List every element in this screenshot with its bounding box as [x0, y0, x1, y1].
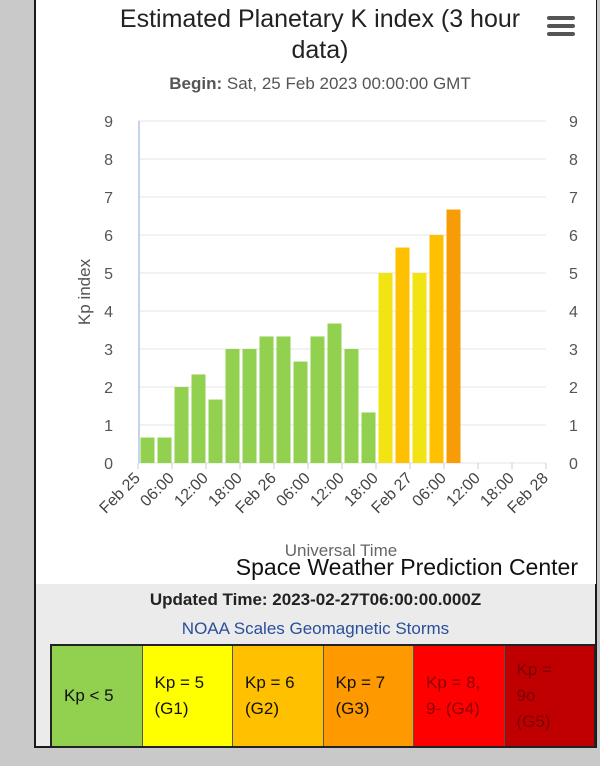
y-tick-label: 3	[104, 342, 113, 359]
chart-bars	[140, 209, 461, 463]
kp-bar[interactable]	[140, 437, 155, 463]
y-tick-labels-right: 0 1 2 3 4 5 6 7 8 9	[569, 114, 578, 473]
scale-cell-text: Kp = 8, 9- (G4)	[426, 670, 480, 722]
chart-subtitle: Begin: Sat, 25 Feb 2023 00:00:00 GMT	[100, 74, 540, 94]
kp-bar[interactable]	[174, 387, 189, 463]
scale-cell-line: 9- (G4)	[426, 699, 480, 718]
y-tick-label: 8	[104, 152, 113, 169]
scale-cell-line: Kp =	[516, 660, 552, 679]
y-tick-label: 2	[104, 380, 113, 397]
scale-cell-line: (G5)	[516, 712, 551, 731]
chart-title: Estimated Planetary K index (3 hour data…	[119, 5, 521, 64]
y-tick-label: 0	[569, 456, 578, 473]
scale-cell-line: Kp = 7	[335, 673, 386, 692]
scale-cell: Kp < 5	[52, 646, 143, 746]
kp-bar[interactable]	[446, 209, 461, 463]
y-tick-labels-left: 0 1 2 3 4 5 6 7 8 9	[104, 114, 113, 473]
y-tick-label: 6	[104, 228, 113, 245]
y-tick-label: 7	[104, 190, 113, 207]
menu-icon-bar	[547, 24, 575, 28]
y-tick-label: 0	[104, 456, 113, 473]
y-tick-label: 3	[569, 342, 578, 359]
scale-cell: Kp = 7 (G3)	[323, 646, 414, 746]
kp-bar[interactable]	[293, 361, 308, 463]
kp-bar[interactable]	[412, 273, 427, 463]
menu-icon-bar	[547, 32, 575, 36]
scale-cell: Kp = 6 (G2)	[233, 646, 324, 746]
geomagnetic-scale-table: Kp < 5 Kp = 5 (G1) Kp = 6 (G2) Kp = 7 (G3) Kp =…	[50, 644, 596, 748]
kp-bar[interactable]	[276, 336, 291, 463]
x-tick-label: 12:00	[443, 470, 483, 510]
y-tick-label: 5	[104, 266, 113, 283]
kp-bar[interactable]	[157, 437, 172, 463]
scale-cell-line: (G2)	[245, 699, 279, 718]
kp-bar[interactable]	[378, 273, 393, 463]
menu-icon-bar	[547, 16, 575, 20]
y-tick-label: 2	[569, 380, 578, 397]
x-tick-label: Feb 25	[97, 470, 144, 517]
kp-bar[interactable]	[242, 349, 257, 463]
scale-cell: Kp = 5 (G1)	[142, 646, 233, 746]
scale-cell: Kp = 9o (G5)	[504, 646, 594, 746]
scale-cell-line: (G1)	[154, 699, 189, 718]
scale-cell-line: Kp < 5	[64, 686, 114, 705]
y-tick-label: 1	[569, 418, 578, 435]
kp-bar[interactable]	[225, 349, 240, 463]
y-tick-label: 6	[569, 228, 578, 245]
x-tick-label: 06:00	[409, 470, 449, 510]
subtitle-value: Sat, 25 Feb 2023 00:00:00 GMT	[226, 74, 471, 93]
kp-bar[interactable]	[361, 412, 376, 463]
kp-bar[interactable]	[395, 247, 410, 463]
scale-cell-line: Kp = 8,	[426, 673, 481, 692]
y-tick-label: 8	[569, 152, 578, 169]
scale-cell-text: Kp = 9o (G5)	[517, 657, 552, 735]
scale-cell-text: Kp = 6 (G2)	[245, 670, 295, 722]
scale-cell-text: Kp < 5	[64, 683, 114, 709]
noaa-scales-link[interactable]: NOAA Scales Geomagnetic Storms	[181, 619, 450, 638]
kp-chart: 0 1 2 3 4 5 6 7 8 9 0 1 2 3 4 5 6 7 8 9 Feb 2506:0012:0018…	[75, 114, 578, 560]
x-tick-label: 12:00	[171, 470, 211, 510]
kp-bar[interactable]	[259, 336, 274, 463]
kp-bar[interactable]	[344, 349, 359, 463]
kp-bar[interactable]	[327, 323, 342, 463]
y-tick-label: 1	[104, 418, 113, 435]
chart-menu-button[interactable]	[547, 16, 575, 40]
x-tick-label: 06:00	[137, 470, 177, 510]
scale-cell-text: Kp = 5 (G1)	[155, 670, 205, 722]
chart-grid	[138, 120, 546, 464]
scale-cell-line: Kp = 5	[154, 673, 205, 692]
y-tick-label: 4	[104, 304, 113, 321]
x-tick-label: 06:00	[273, 470, 313, 510]
x-tick-label: 12:00	[307, 470, 347, 510]
x-axis-label: Universal Time	[285, 541, 397, 560]
subtitle-label: Begin:	[169, 74, 223, 93]
scale-cell-line: 9o	[516, 686, 536, 705]
scale-cell: Kp = 8, 9- (G4)	[414, 646, 505, 746]
scale-cell-text: Kp = 7 (G3)	[336, 670, 386, 722]
y-tick-label: 9	[104, 114, 113, 131]
y-tick-label: 5	[569, 266, 578, 283]
kp-bar[interactable]	[310, 336, 325, 463]
kp-bar[interactable]	[429, 235, 444, 463]
kp-bar[interactable]	[208, 399, 223, 463]
y-axis-label: Kp index	[75, 258, 94, 325]
y-tick-label: 4	[569, 304, 578, 321]
kp-bar[interactable]	[191, 374, 206, 463]
credit-label: Space Weather Prediction Center	[235, 554, 578, 580]
y-tick-label: 9	[569, 114, 578, 131]
updated-time: Updated Time: 2023-02-27T06:00:00.000Z	[149, 590, 482, 609]
scale-cell-line: Kp = 6	[245, 673, 295, 692]
y-tick-label: 7	[569, 190, 578, 207]
scale-cell-line: (G3)	[335, 699, 370, 718]
